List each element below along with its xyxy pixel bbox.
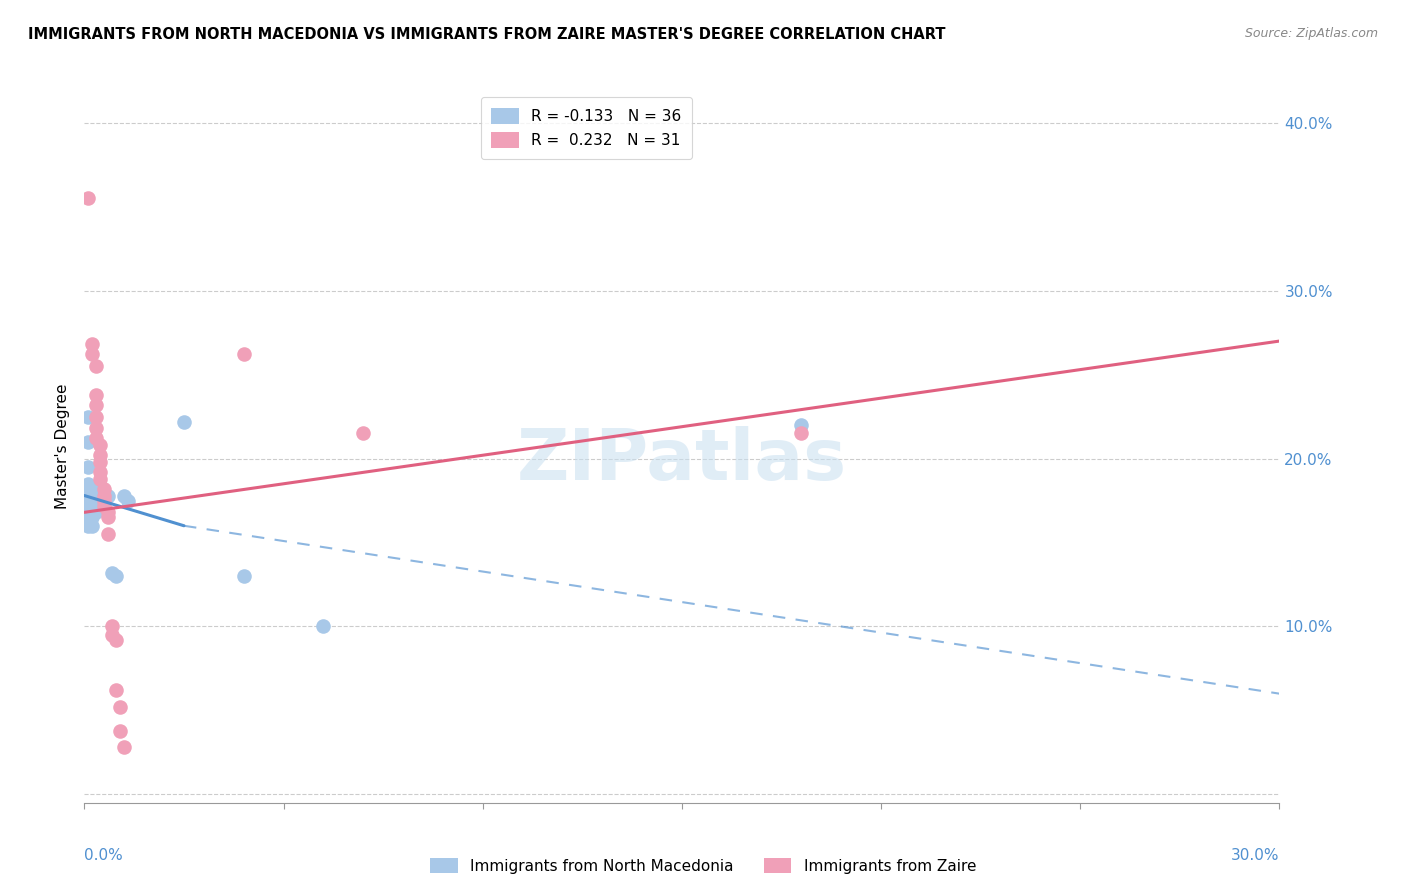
Point — [82, 489, 104, 503]
Point — [86, 432, 108, 446]
Point — [117, 493, 139, 508]
Point — [173, 415, 195, 429]
Point — [77, 489, 100, 503]
Point — [93, 482, 115, 496]
Point — [105, 569, 128, 583]
Point — [86, 409, 108, 424]
Point — [105, 632, 128, 647]
Point — [77, 434, 100, 449]
Point — [105, 683, 128, 698]
Point — [101, 628, 124, 642]
Point — [82, 482, 104, 496]
Legend: Immigrants from North Macedonia, Immigrants from Zaire: Immigrants from North Macedonia, Immigra… — [423, 852, 983, 880]
Point — [93, 493, 115, 508]
Legend: R = -0.133   N = 36, R =  0.232   N = 31: R = -0.133 N = 36, R = 0.232 N = 31 — [481, 97, 692, 159]
Point — [82, 518, 104, 533]
Point — [790, 417, 813, 432]
Point — [82, 337, 104, 351]
Text: 30.0%: 30.0% — [1232, 848, 1279, 863]
Point — [93, 489, 115, 503]
Point — [97, 510, 120, 524]
Point — [89, 465, 111, 479]
Point — [89, 455, 111, 469]
Point — [101, 566, 124, 580]
Point — [77, 191, 100, 205]
Point — [86, 489, 108, 503]
Point — [77, 460, 100, 475]
Point — [232, 569, 254, 583]
Point — [97, 489, 120, 503]
Point — [232, 347, 254, 361]
Point — [86, 499, 108, 513]
Point — [86, 388, 108, 402]
Point — [77, 409, 100, 424]
Point — [89, 489, 111, 503]
Point — [93, 493, 115, 508]
Point — [86, 505, 108, 519]
Point — [97, 505, 120, 519]
Point — [312, 619, 335, 633]
Point — [82, 499, 104, 513]
Point — [77, 514, 100, 528]
Point — [77, 499, 100, 513]
Point — [110, 700, 132, 714]
Point — [89, 482, 111, 496]
Point — [93, 499, 115, 513]
Point — [82, 505, 104, 519]
Point — [89, 472, 111, 486]
Point — [77, 493, 100, 508]
Point — [86, 493, 108, 508]
Point — [82, 347, 104, 361]
Point — [110, 723, 132, 738]
Point — [352, 426, 374, 441]
Text: IMMIGRANTS FROM NORTH MACEDONIA VS IMMIGRANTS FROM ZAIRE MASTER'S DEGREE CORRELA: IMMIGRANTS FROM NORTH MACEDONIA VS IMMIG… — [28, 27, 946, 42]
Point — [77, 505, 100, 519]
Point — [86, 398, 108, 412]
Point — [77, 518, 100, 533]
Point — [97, 527, 120, 541]
Text: 0.0%: 0.0% — [84, 848, 124, 863]
Point — [82, 493, 104, 508]
Point — [82, 510, 104, 524]
Point — [112, 489, 135, 503]
Point — [77, 510, 100, 524]
Text: Source: ZipAtlas.com: Source: ZipAtlas.com — [1244, 27, 1378, 40]
Point — [93, 489, 115, 503]
Text: ZIPatlas: ZIPatlas — [517, 425, 846, 495]
Point — [89, 448, 111, 462]
Point — [86, 421, 108, 435]
Point — [86, 359, 108, 374]
Point — [77, 482, 100, 496]
Point — [89, 438, 111, 452]
Point — [790, 426, 813, 441]
Y-axis label: Master's Degree: Master's Degree — [55, 384, 70, 508]
Point — [112, 740, 135, 755]
Point — [101, 619, 124, 633]
Point — [77, 476, 100, 491]
